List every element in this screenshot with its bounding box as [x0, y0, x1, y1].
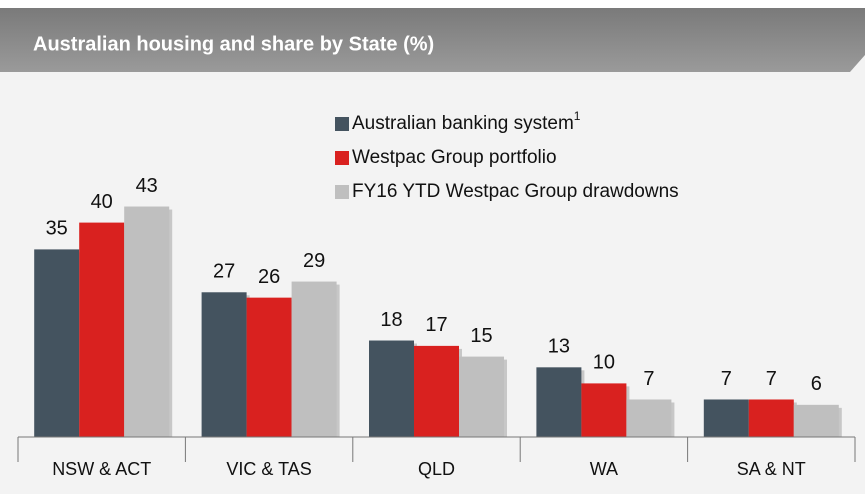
data-label: 15 [470, 325, 492, 347]
bar [626, 399, 672, 437]
legend-swatch [335, 185, 349, 199]
data-label: 29 [303, 250, 325, 272]
data-label: 18 [380, 309, 402, 331]
bar [124, 206, 170, 437]
header-band [0, 8, 865, 72]
bar [201, 292, 247, 437]
data-label: 10 [593, 352, 615, 374]
data-label: 7 [721, 368, 732, 390]
top-strip [0, 0, 865, 8]
legend-note: 1 [574, 109, 581, 123]
legend-swatch [335, 117, 349, 131]
legend-label: Australian banking system1 [352, 109, 581, 134]
bar [246, 297, 292, 437]
data-label: 43 [136, 175, 158, 197]
data-label: 7 [766, 368, 777, 390]
bar [291, 281, 337, 437]
x-tick-label: SA & NT [737, 459, 806, 479]
data-label: 26 [258, 266, 280, 288]
data-label: 7 [643, 368, 654, 390]
bar [793, 404, 839, 437]
bar [581, 383, 627, 437]
bar [369, 340, 414, 437]
data-label: 13 [548, 336, 570, 358]
x-tick-label: WA [590, 459, 618, 479]
x-tick-label: QLD [418, 459, 455, 479]
x-tick-label: NSW & ACT [52, 459, 151, 479]
data-label: 27 [213, 261, 235, 283]
bar [536, 367, 582, 437]
data-label: 40 [91, 191, 113, 213]
legend-label: Westpac Group portfolio [352, 147, 557, 168]
bar [414, 345, 459, 437]
chart-title: Australian housing and share by State (%… [33, 33, 434, 55]
bar [703, 399, 749, 437]
x-tick-label: VIC & TAS [226, 459, 311, 479]
data-label: 17 [425, 314, 447, 336]
bar [748, 399, 794, 437]
bar [79, 222, 125, 437]
data-label: 35 [46, 218, 68, 240]
bar [34, 249, 80, 437]
legend-swatch [335, 151, 349, 165]
data-label: 6 [811, 373, 822, 395]
legend-label: FY16 YTD Westpac Group drawdowns [352, 181, 679, 202]
bar [459, 356, 504, 437]
